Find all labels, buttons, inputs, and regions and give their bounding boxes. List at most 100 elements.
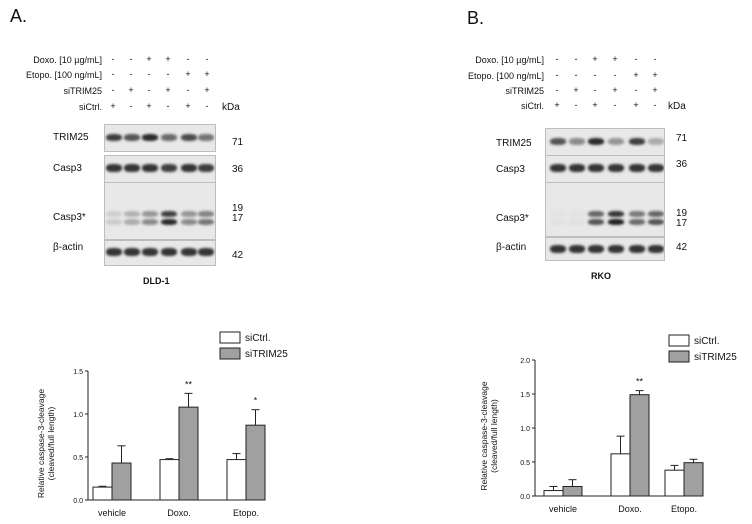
condition-label: siTRIM25 xyxy=(505,86,544,96)
treatment-sign: - xyxy=(111,85,115,95)
blot-band xyxy=(124,134,140,141)
blot-band xyxy=(161,164,177,172)
blot-band xyxy=(161,211,177,217)
blot-image-trim25 xyxy=(545,128,665,156)
x-tick-label: Doxo. xyxy=(167,508,191,518)
blot-band xyxy=(608,211,624,217)
blot-band xyxy=(569,164,585,172)
treatment-sign: - xyxy=(129,54,133,64)
treatment-sign: - xyxy=(205,54,209,64)
legend-swatch xyxy=(668,334,690,347)
condition-label: siTRIM25 xyxy=(63,86,102,96)
blot-band xyxy=(608,164,624,172)
blot-band xyxy=(608,219,624,225)
treatment-sign: + xyxy=(185,69,191,79)
bar-chart: 0.0 0.5 1.0 1.5 2.0 Relative caspase-3-cleava… xyxy=(479,334,737,514)
blot-label-beta-actin: β-actin xyxy=(496,242,527,253)
kda-marker: 19 xyxy=(676,208,688,219)
y-tick-label: 0.5 xyxy=(73,455,83,462)
treatment-sign: + xyxy=(652,70,658,80)
legend-swatch xyxy=(219,347,241,360)
condition-label: siCtrl. xyxy=(79,102,102,112)
bar-chart: 0.0 0.5 1.0 1.5 Relative caspase-3-cleavage(… xyxy=(36,331,288,518)
blot-band xyxy=(648,219,664,225)
blot-band xyxy=(550,219,566,225)
treatment-sign: - xyxy=(166,69,170,79)
blot-band xyxy=(550,245,566,253)
bar xyxy=(92,486,113,501)
blot-band xyxy=(106,248,122,256)
blot-band xyxy=(550,211,566,217)
blot-image-cleaved-casp3 xyxy=(545,182,665,237)
blot-band xyxy=(161,219,177,225)
treatment-sign: + xyxy=(110,101,116,111)
blot-band xyxy=(588,164,604,172)
y-tick-label: 1.5 xyxy=(73,369,83,376)
bar xyxy=(543,490,564,497)
blot-band xyxy=(181,134,197,141)
treatment-sign: + xyxy=(165,54,171,64)
treatment-sign: - xyxy=(147,69,151,79)
treatment-sign: - xyxy=(166,101,170,111)
treatment-sign: - xyxy=(574,100,578,110)
blot-band xyxy=(648,164,664,172)
blot-band xyxy=(550,164,566,172)
legend-label: siTRIM25 xyxy=(694,352,737,363)
blot-band xyxy=(181,164,197,172)
treatment-sign: + xyxy=(146,101,152,111)
treatment-sign: - xyxy=(555,54,559,64)
blot-band xyxy=(181,211,197,217)
treatment-sign: - xyxy=(634,85,638,95)
bar xyxy=(664,469,685,497)
bar xyxy=(226,459,247,501)
blot-band xyxy=(106,219,122,225)
cell-line-label: DLD-1 xyxy=(143,276,170,286)
y-tick-label: 0.5 xyxy=(520,460,530,467)
kda-marker: 19 xyxy=(232,203,244,214)
blot-band xyxy=(106,211,122,217)
treatment-sign: - xyxy=(129,69,133,79)
treatment-sign: - xyxy=(555,85,559,95)
kda-marker: 42 xyxy=(676,242,688,253)
treatment-sign: + xyxy=(652,85,658,95)
treatment-sign: + xyxy=(165,85,171,95)
panel-letter: A. xyxy=(10,6,28,26)
blot-band xyxy=(629,219,645,225)
bar xyxy=(629,394,650,497)
blot-band xyxy=(124,248,140,256)
kda-marker: 36 xyxy=(232,164,244,175)
bar xyxy=(683,462,704,497)
treatment-sign: - xyxy=(186,85,190,95)
blot-band xyxy=(588,211,604,217)
treatment-sign: + xyxy=(554,100,560,110)
treatment-sign: - xyxy=(129,101,133,111)
blot-band xyxy=(161,134,177,141)
blot-band xyxy=(588,219,604,225)
blot-band xyxy=(124,219,140,225)
blot-image-casp3 xyxy=(104,155,216,183)
treatment-sign: + xyxy=(128,85,134,95)
kda-header: kDa xyxy=(668,101,686,112)
blot-band xyxy=(161,248,177,256)
treatment-sign: + xyxy=(592,100,598,110)
blot-image-cleaved-casp3 xyxy=(104,182,216,240)
treatment-sign: + xyxy=(612,85,618,95)
blot-band xyxy=(124,164,140,172)
significance-marker: ** xyxy=(185,379,193,389)
treatment-sign: + xyxy=(633,100,639,110)
treatment-sign: - xyxy=(574,70,578,80)
blot-band xyxy=(198,211,214,217)
kda-marker: 17 xyxy=(676,218,688,229)
blot-image-beta-actin xyxy=(104,240,216,266)
blot-band xyxy=(142,134,158,141)
blot-band xyxy=(629,245,645,253)
treatment-sign: - xyxy=(574,54,578,64)
condition-label: Doxo. [10 µg/mL] xyxy=(475,55,544,65)
treatment-sign: - xyxy=(147,85,151,95)
y-tick-label: 1.0 xyxy=(73,412,83,419)
panel-letter: B. xyxy=(467,8,485,28)
treatment-sign: - xyxy=(613,100,617,110)
blot-band xyxy=(648,245,664,253)
blot-band xyxy=(588,245,604,253)
blot-band xyxy=(569,211,585,217)
